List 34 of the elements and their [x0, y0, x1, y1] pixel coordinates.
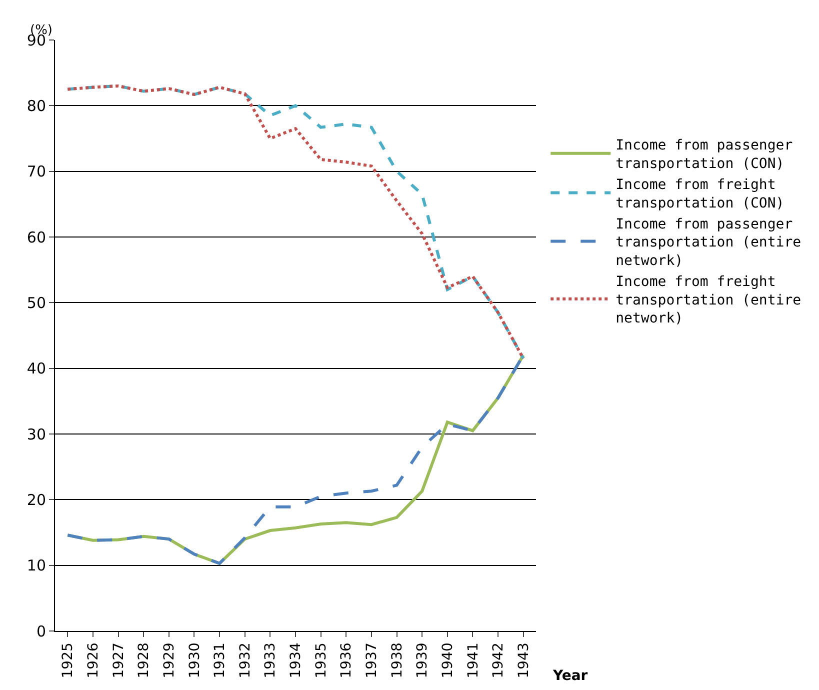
x-tick-label: 1925 — [60, 642, 76, 678]
y-tick-label: 60 — [26, 228, 46, 246]
x-tick-label: 1930 — [186, 642, 203, 678]
line-series — [66, 84, 525, 360]
x-tick-label: 1926 — [86, 642, 102, 678]
legend-label: Income from passenger transportation (CON) — [616, 138, 793, 172]
x-tick-label: 1931 — [212, 642, 228, 678]
x-tick-label: 1932 — [237, 642, 254, 678]
legend-label: Income from passenger transportation (entire network) — [616, 216, 802, 269]
legend-label: Income from freight transportation (entire network) — [616, 274, 802, 327]
x-tick-label: 1936 — [338, 642, 355, 678]
y-tick-label: 30 — [26, 425, 46, 444]
x-tick-label: 1942 — [490, 642, 507, 678]
y-tick-label: 80 — [26, 96, 46, 115]
x-tick-label: 1938 — [389, 642, 406, 678]
legend-label: Income from freight transportation (CON) — [616, 177, 784, 212]
x-tick-label: 1939 — [414, 642, 431, 678]
x-tick-label: 1934 — [288, 642, 304, 678]
x-tick-label: 1933 — [262, 642, 279, 678]
y-tick-label: 40 — [26, 360, 46, 378]
x-tick-label: 1937 — [364, 642, 380, 678]
x-tick-label: 1941 — [465, 642, 482, 678]
x-tick-label: 1928 — [136, 642, 152, 678]
x-tick-label: 1935 — [313, 642, 330, 678]
x-tick-label: 1929 — [161, 642, 178, 678]
y-tick-label: 70 — [26, 162, 46, 181]
x-tick-label: 1927 — [110, 642, 127, 678]
y-tick-label: 10 — [26, 556, 46, 575]
y-tick-label: 0 — [36, 622, 46, 640]
x-axis-title: Year — [552, 668, 588, 684]
x-tick-label: 1940 — [440, 642, 456, 678]
y-tick-label: 20 — [26, 490, 46, 509]
y-tick-label: 50 — [26, 294, 46, 312]
x-tick-label: 1943 — [516, 642, 532, 678]
